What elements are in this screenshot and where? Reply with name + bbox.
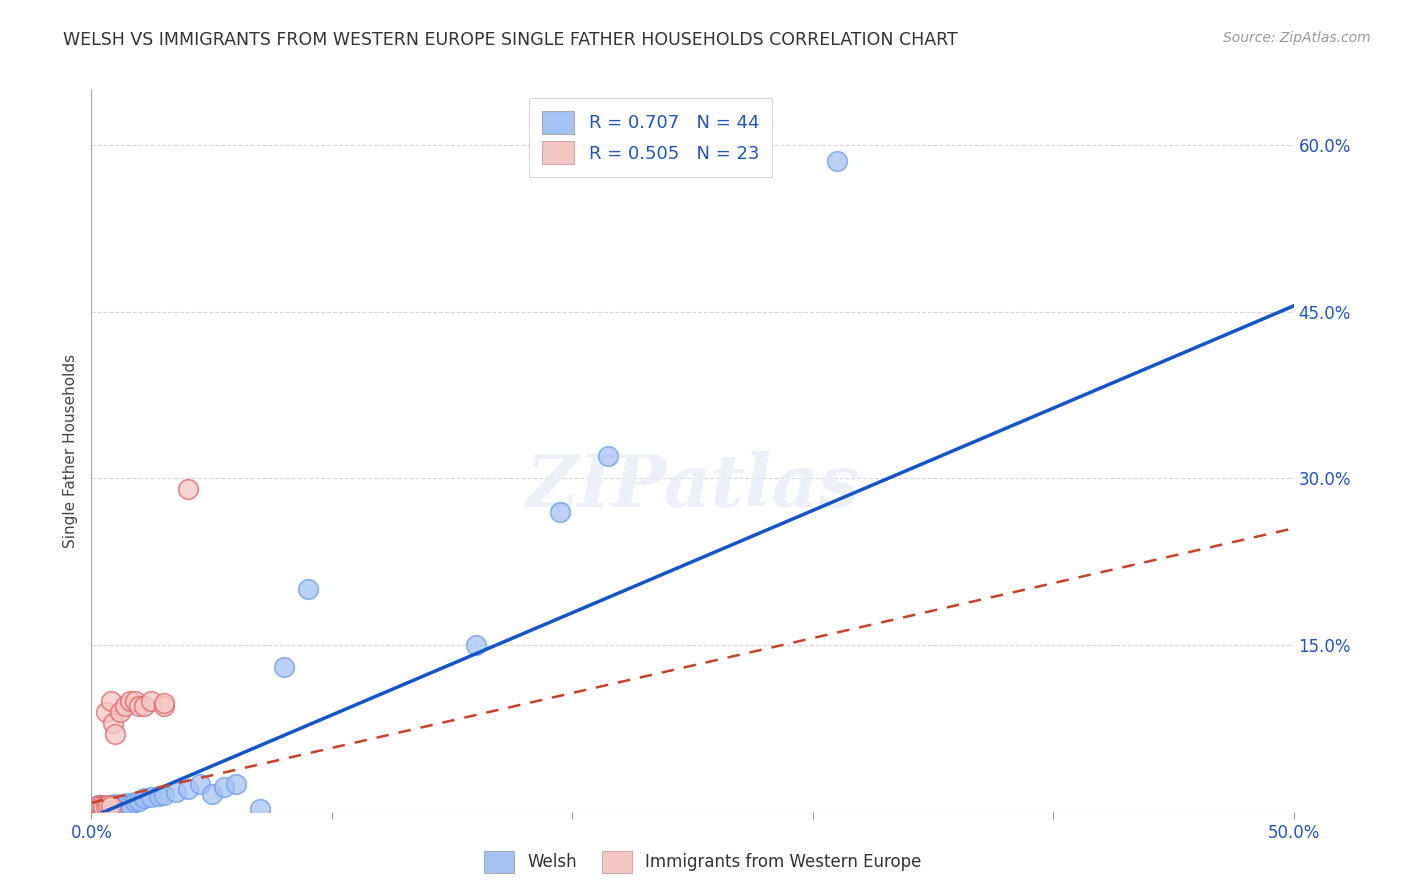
Point [114,699,136,714]
Point [101,798,124,813]
Point [141,693,163,707]
Point [297,582,319,597]
Point [107,799,129,814]
Point [128,699,150,714]
Point [117,796,139,810]
Point [165,785,187,799]
Point [825,154,848,169]
Legend: R = 0.707   N = 44, R = 0.505   N = 23: R = 0.707 N = 44, R = 0.505 N = 23 [529,98,772,178]
Point [124,795,146,809]
Point [188,777,211,791]
Point [141,790,163,805]
Point [93,798,115,813]
Point [249,803,271,817]
Point [101,801,124,815]
Point [104,797,127,811]
Point [110,705,132,719]
Point [465,638,488,652]
Point [118,693,141,707]
Point [225,777,247,791]
Point [97,798,120,813]
Point [97,799,120,814]
Point [124,693,146,707]
Point [87,798,110,813]
Legend: Welsh, Immigrants from Western Europe: Welsh, Immigrants from Western Europe [478,845,928,880]
Text: WELSH VS IMMIGRANTS FROM WESTERN EUROPE SINGLE FATHER HOUSEHOLDS CORRELATION CHA: WELSH VS IMMIGRANTS FROM WESTERN EUROPE … [63,31,957,49]
Point [90,801,112,815]
Point [598,449,620,463]
Point [100,800,122,814]
Point [84,801,107,815]
Point [111,797,134,811]
Text: Source: ZipAtlas.com: Source: ZipAtlas.com [1223,31,1371,45]
Point [100,799,122,814]
Point [93,801,115,815]
Point [83,803,105,817]
Point [97,801,120,815]
Point [87,798,110,813]
Point [176,483,198,497]
Point [94,705,117,719]
Text: ZIPatlas: ZIPatlas [526,451,859,522]
Point [87,803,110,817]
Point [134,699,156,714]
Point [114,798,136,813]
Point [90,799,112,814]
Point [94,799,117,814]
Point [548,505,571,519]
Point [212,780,235,795]
Point [273,660,295,674]
Point [90,799,112,814]
Point [101,715,124,730]
Point [83,801,105,815]
Point [176,782,198,797]
Point [148,789,170,804]
Point [94,801,117,815]
Point [84,799,107,814]
Point [201,787,224,801]
Point [84,800,107,814]
Point [110,798,132,813]
Point [87,800,110,814]
Point [152,699,174,714]
Y-axis label: Single Father Households: Single Father Households [63,353,79,548]
Point [100,798,122,813]
Point [93,800,115,814]
Point [94,799,117,814]
Point [104,800,127,814]
Point [152,696,174,710]
Point [152,788,174,802]
Point [100,693,122,707]
Point [104,727,127,741]
Point [134,791,156,805]
Point [128,794,150,808]
Point [118,798,141,813]
